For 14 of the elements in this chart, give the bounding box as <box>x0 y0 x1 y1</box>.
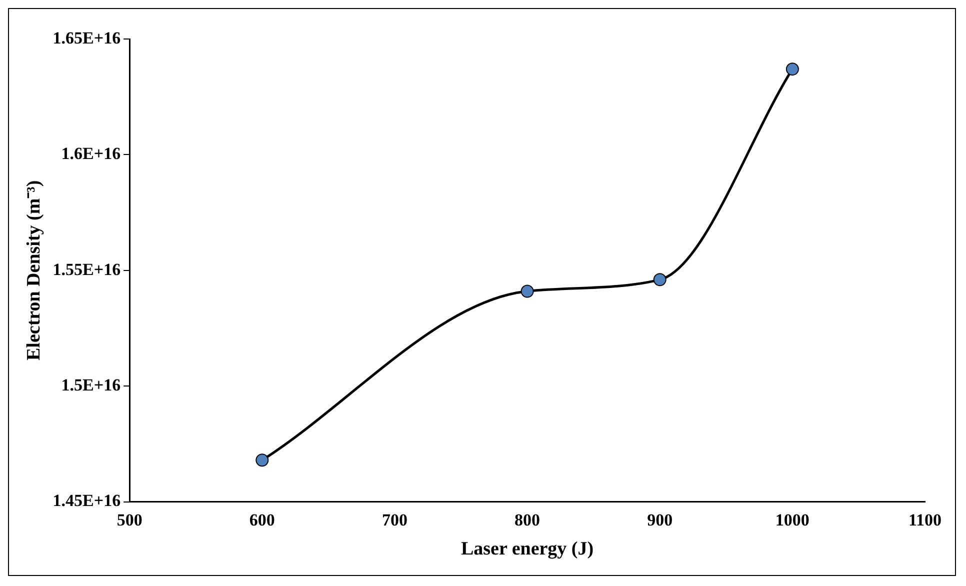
x-tick-label: 500 <box>116 510 142 530</box>
y-tick-label: 1.55E+16 <box>52 260 121 279</box>
x-axis-title: Laser energy (J) <box>460 538 594 560</box>
x-tick-label: 800 <box>514 510 540 530</box>
x-tick-label: 900 <box>647 510 673 530</box>
y-tick-label: 1.45E+16 <box>52 491 121 510</box>
x-tick-label: 1000 <box>775 510 810 530</box>
x-tick-label: 1100 <box>908 510 942 530</box>
y-tick-label: 1.6E+16 <box>61 144 121 164</box>
x-tick-label: 600 <box>249 510 275 530</box>
y-axis-title: Electron Density (m⁻³) <box>23 180 44 360</box>
x-tick-label: 700 <box>382 510 408 530</box>
y-tick-label: 1.65E+16 <box>52 28 121 48</box>
y-tick-label: 1.5E+16 <box>61 375 121 394</box>
